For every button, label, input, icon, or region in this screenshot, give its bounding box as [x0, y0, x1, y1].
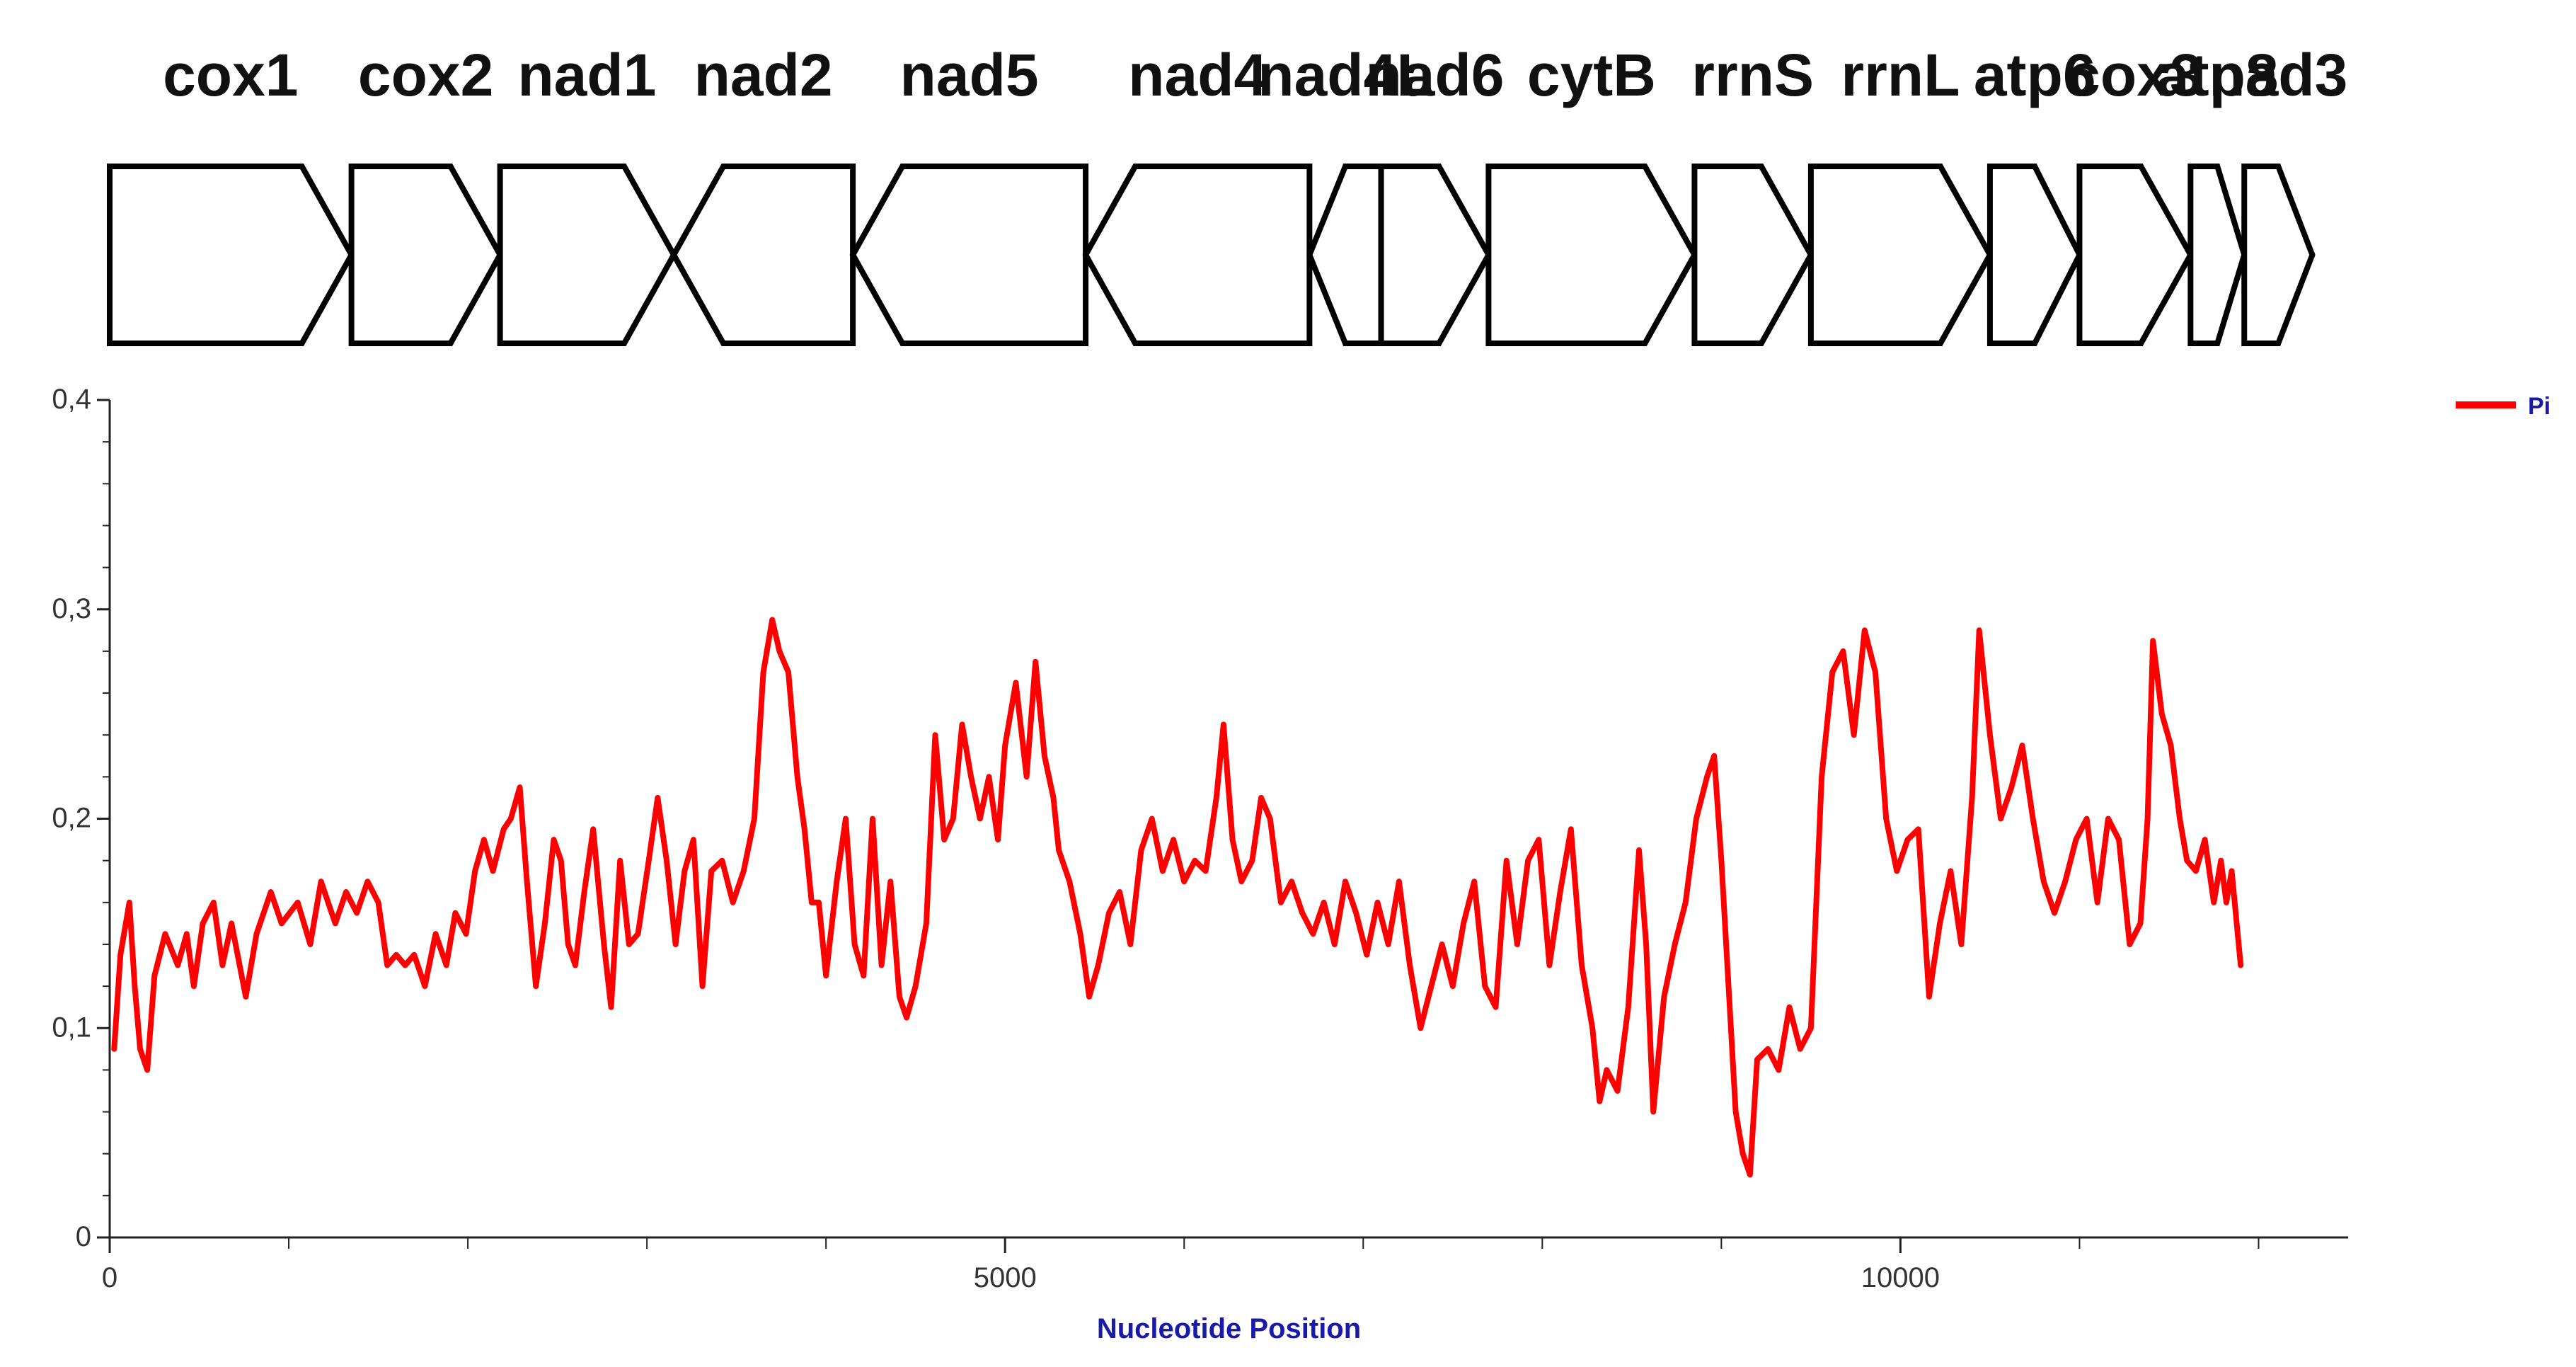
- y-tick-label: 0: [76, 1221, 91, 1252]
- y-tick-label: 0,3: [52, 593, 91, 624]
- x-tick-label: 0: [102, 1262, 117, 1293]
- gene-arrow-rrns: [1691, 164, 1815, 346]
- y-tick-label: 0,4: [52, 384, 91, 415]
- gene-label-nad3: nad3: [2209, 42, 2347, 108]
- gene-arrow-cox2: [348, 164, 504, 346]
- gene-arrow-nad4l: [1306, 164, 1384, 346]
- legend-label-pi: Pi: [2528, 393, 2551, 420]
- gene-label-cox1: cox1: [163, 42, 298, 108]
- gene-label-nad6: nad6: [1365, 42, 1504, 108]
- gene-arrow-nad3: [2241, 164, 2316, 346]
- series-group: [111, 617, 2244, 1178]
- gene-label-rrns: rrnS: [1691, 42, 1814, 108]
- gene-arrow-cytb: [1485, 164, 1698, 346]
- gene-label-cytb: cytB: [1527, 42, 1656, 108]
- gene-arrow-nad6: [1378, 164, 1492, 346]
- plot-area: 0 0,1 0,2 0,3 0,4 0 5000 10000: [52, 384, 2348, 1293]
- gene-label-atp8: atp8: [2156, 42, 2279, 108]
- gene-arrow-rrnl: [1807, 164, 1994, 346]
- gene-arrow-nad1: [497, 164, 677, 346]
- gene-arrow-atp8: [2187, 164, 2248, 346]
- y-axis: 0 0,1 0,2 0,3 0,4: [52, 384, 111, 1252]
- gene-arrow-nad2: [670, 164, 856, 346]
- gene-label-rrnl: rrnL: [1841, 42, 1960, 108]
- gene-arrow-atp6: [1986, 164, 2083, 346]
- gene-label-nad2: nad2: [694, 42, 833, 108]
- gene-arrow-cox3: [2076, 164, 2194, 346]
- gene-label-nad5: nad5: [900, 42, 1039, 108]
- gene-arrow-nad4: [1082, 164, 1313, 346]
- gene-label-cox2: cox2: [358, 42, 493, 108]
- legend: Pi: [2456, 393, 2551, 420]
- y-tick-label: 0,2: [52, 803, 91, 834]
- gene-label-nad4: nad4: [1128, 42, 1267, 108]
- gene-arrow-cox1: [107, 164, 355, 346]
- x-axis: 0 5000 10000: [102, 1236, 2348, 1293]
- gene-arrow-nad5: [849, 164, 1089, 346]
- x-axis-title: Nucleotide Position: [1097, 1313, 1361, 1344]
- gene-label-nad4l: nad4L: [1258, 42, 1432, 108]
- series-line-pi: [111, 617, 2244, 1178]
- gene-label-nad1: nad1: [517, 42, 656, 108]
- gene-label-atp6: atp6: [1974, 42, 2096, 108]
- y-tick-label: 0,1: [52, 1012, 91, 1043]
- x-tick-label: 5000: [974, 1262, 1037, 1293]
- gene-label-cox3: cox3: [2067, 42, 2202, 108]
- x-tick-label: 10000: [1861, 1262, 1940, 1293]
